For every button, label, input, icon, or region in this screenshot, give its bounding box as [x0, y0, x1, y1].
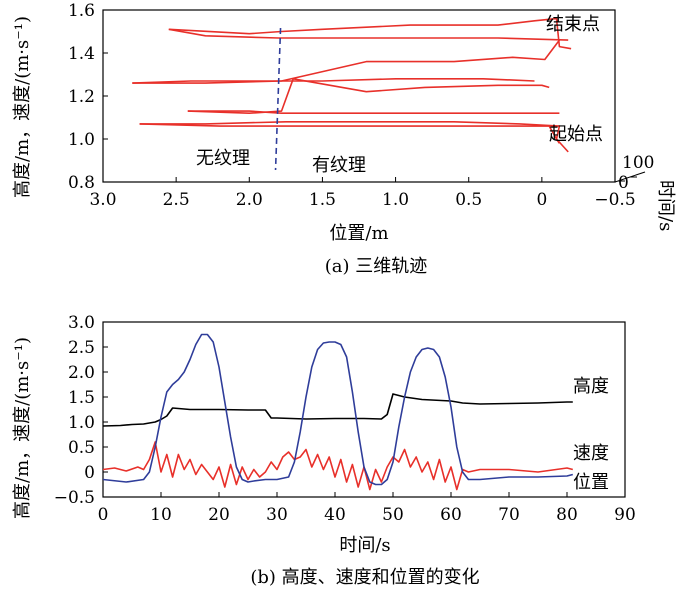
chart-a-x-tick-label: 0.5: [455, 190, 482, 210]
chart-b-series-velocity: [102, 441, 574, 491]
chart-b-y-tick-label: 1.0: [68, 413, 95, 433]
chart-b-x-tick-label: 90: [614, 505, 636, 525]
chart-a-caption: (a) 三维轨迹: [325, 256, 428, 277]
chart-b-x-tick-label: 50: [382, 505, 404, 525]
chart-b-y-tick-label: −0.5: [54, 488, 95, 508]
chart-b-y-tick-label: 0: [84, 463, 95, 483]
chart-a-trajectory-segment: [139, 123, 561, 144]
chart-b-plot-frame: [102, 321, 626, 498]
chart-a-trajectory-segment: [187, 78, 550, 114]
chart-a-y-tick-label: 1.6: [68, 1, 95, 21]
chart-b-y-tick-label: 2.5: [68, 338, 95, 358]
chart-a-y-tick-label: 1.0: [68, 130, 95, 150]
chart-a-x-tick-label: 1.5: [309, 190, 336, 210]
chart-b-y-tick-label: 1.5: [68, 388, 95, 408]
chart-a-z-tick-label: 0: [618, 173, 629, 193]
chart-a-x-tick-label: 1.0: [382, 190, 409, 210]
chart-a-annotation-texture: 有纹理: [312, 155, 366, 176]
chart-a-trajectory-segment: [168, 17, 572, 50]
chart-b-series-label-position: 位置: [573, 472, 609, 493]
chart-a-y-tick-label: 1.4: [68, 44, 95, 64]
chart-b-series-label-velocity: 速度: [573, 443, 609, 464]
chart-b-x-tick-label: 40: [324, 505, 346, 525]
chart-a-trajectory-segment: [132, 78, 535, 84]
chart-b-y-axis-label: 高度/m，速度/(m·s⁻¹): [12, 337, 33, 519]
chart-b-y-tick-label: 2.0: [68, 363, 95, 383]
chart-a-x-axis-label: 位置/m: [329, 223, 388, 244]
chart-b-x-tick-label: 30: [266, 505, 288, 525]
chart-b-y-tick-label: 0.5: [68, 438, 95, 458]
chart-a-z-axis-label: 时间/s: [655, 180, 676, 231]
chart-a-annotation-start: 起始点: [549, 124, 603, 145]
chart-b-x-tick-label: 60: [440, 505, 462, 525]
chart-b-x-axis-label: 时间/s: [339, 535, 390, 556]
chart-b-series-height: [102, 393, 573, 427]
chart-a-trajectory-segment: [187, 110, 560, 114]
chart-a-x-tick-label: 0: [536, 190, 547, 210]
chart-a-trajectory-segment: [132, 39, 561, 84]
chart-b-series-label-height: 高度: [573, 376, 609, 397]
chart-b-x-tick-label: 0: [98, 505, 109, 525]
chart-a-x-tick-label: 3.0: [89, 190, 116, 210]
chart-b-x-tick-label: 20: [208, 505, 230, 525]
chart-a-time-axis: 0 100 时间/s: [614, 153, 676, 231]
chart-a-x-tick-label: 2.5: [163, 190, 190, 210]
chart-a-annotation-end: 结束点: [546, 14, 600, 35]
chart-b-y-tick-label: 3.0: [68, 313, 95, 333]
chart-a-y-tick-label: 1.2: [68, 87, 95, 107]
chart-a-x-tick-label: 2.0: [236, 190, 263, 210]
chart-a-texture-boundary: [274, 27, 282, 171]
chart-a-trajectory-segment: [168, 28, 569, 41]
chart-a-trajectory-segment: [139, 121, 569, 153]
chart-a-y-tick-label: 0.8: [68, 173, 95, 193]
chart-b-caption: (b) 高度、速度和位置的变化: [250, 567, 479, 588]
chart-b-x-tick-label: 10: [150, 505, 172, 525]
chart-b-x-tick-label: 80: [556, 505, 578, 525]
chart-a-x-tick-label: −0.5: [594, 190, 635, 210]
chart-a-annotation-no-texture: 无纹理: [196, 148, 250, 169]
chart-a-3d-trajectory: 3.0 2.5 2.0 1.5 1.0 0.5 0 −0.5 0.81.01.21.41.6 …: [12, 1, 676, 277]
chart-b-time-series: 0 10 20 30 40 50 60 70 80 90 −0.500.51.01.52.02.5…: [12, 313, 636, 588]
chart-b-x-tick-label: 70: [498, 505, 520, 525]
chart-b-series-position: [102, 333, 574, 486]
chart-a-z-tick-label: 100: [622, 153, 654, 173]
chart-a-y-axis-label: 高度/m，速度/(m·s⁻¹): [12, 16, 33, 198]
